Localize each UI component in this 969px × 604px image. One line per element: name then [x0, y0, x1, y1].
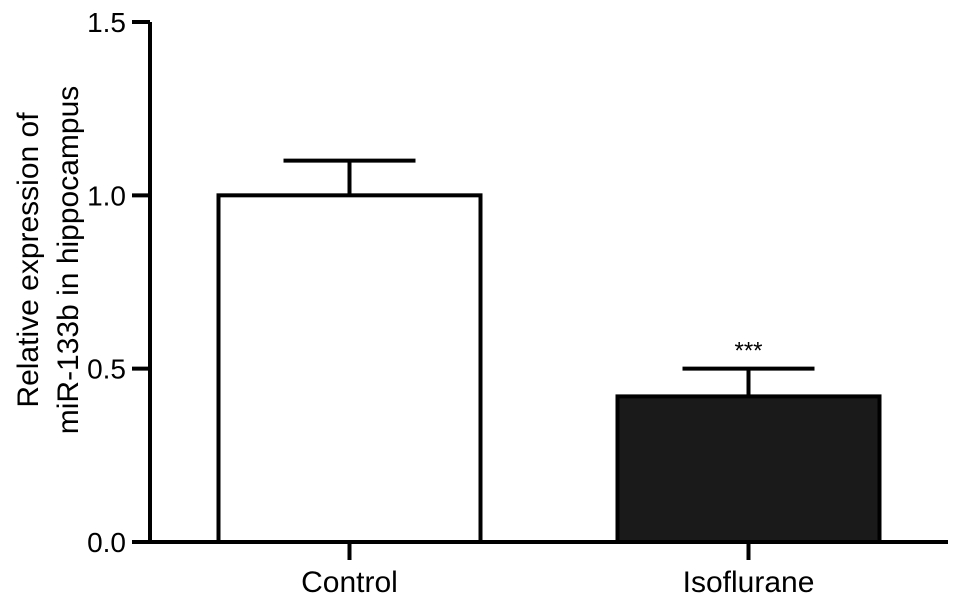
y-axis-title: Relative expression of miR-133b in hippoc… [12, 86, 85, 435]
y-tick-label: 1.5 [87, 7, 126, 38]
bar-control [216, 193, 483, 544]
y-axis-title-line: miR-133b in hippocampus [52, 86, 85, 435]
bars: *** [216, 158, 882, 544]
bar-isoflurane [615, 394, 882, 544]
significance-label: *** [734, 338, 762, 365]
x-tick-label: Control [301, 566, 398, 599]
y-tick-label: 0.0 [87, 527, 126, 558]
y-axis-title-line: Relative expression of [12, 112, 45, 408]
y-tick-label: 0.5 [87, 354, 126, 385]
x-axis: Control Isoflurane [148, 540, 948, 599]
x-tick-label: Isoflurane [683, 566, 815, 599]
y-tick-label: 1.0 [87, 180, 126, 211]
y-axis: 0.0 0.5 1.0 1.5 [87, 7, 152, 558]
y-axis-label: Relative expression of miR-133b in hippoc… [12, 86, 85, 435]
